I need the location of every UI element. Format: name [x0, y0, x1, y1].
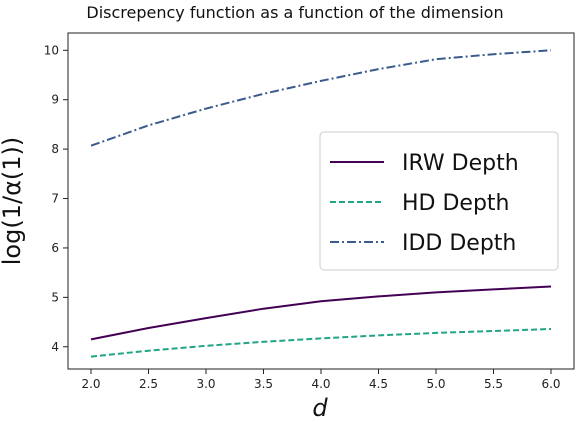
x-tick-label: 2.0 — [81, 377, 100, 391]
y-tick-label: 10 — [44, 43, 59, 57]
legend-label: IRW Depth — [402, 151, 519, 176]
legend-label: IDD Depth — [402, 231, 516, 256]
y-tick-label: 7 — [51, 192, 59, 206]
series-line-irw-depth — [90, 285, 552, 341]
y-axis-label: log(1/α(1)) — [0, 137, 26, 265]
x-tick-label: 4.5 — [369, 377, 388, 391]
x-tick-label: 6.0 — [541, 377, 560, 391]
x-tick-label: 3.0 — [196, 377, 215, 391]
legend: IRW Depth HD Depth IDD Depth — [319, 131, 559, 271]
series-lines — [90, 49, 552, 358]
y-tick-label: 5 — [51, 290, 59, 304]
legend-label: HD Depth — [402, 191, 510, 216]
series-line-idd-depth — [90, 49, 552, 147]
y-tick-label: 8 — [51, 142, 59, 156]
chart-title: Discrepency function as a function of th… — [86, 3, 503, 22]
x-tick-label: 5.5 — [484, 377, 503, 391]
y-tick-label: 6 — [51, 241, 59, 255]
x-tick-label: 2.5 — [139, 377, 158, 391]
legend-box — [319, 131, 559, 271]
y-tick-label: 9 — [51, 93, 59, 107]
x-tick-label: 4.0 — [311, 377, 330, 391]
x-tick-label: 3.5 — [254, 377, 273, 391]
y-axis-ticks: 4 5 6 7 8 9 10 — [44, 43, 68, 354]
x-tick-label: 5.0 — [426, 377, 445, 391]
x-axis-ticks: 2.0 2.5 3.0 3.5 4.0 4.5 5.0 5.5 6.0 — [81, 369, 561, 391]
y-tick-label: 4 — [51, 340, 59, 354]
x-axis-label: d — [312, 394, 328, 422]
series-line-hd-depth — [90, 328, 552, 358]
